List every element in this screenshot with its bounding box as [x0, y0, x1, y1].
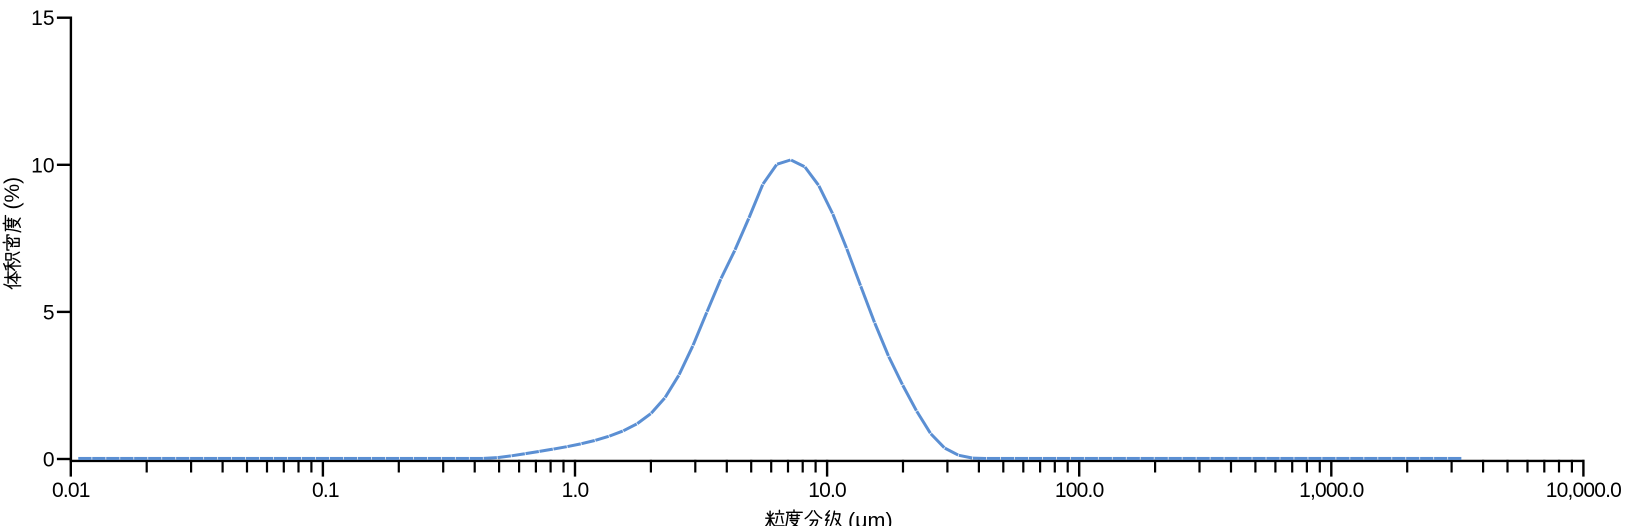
svg-text:15: 15 [31, 7, 54, 30]
svg-text:0: 0 [43, 449, 55, 472]
svg-text:1.0: 1.0 [562, 479, 589, 502]
svg-text:1,000.0: 1,000.0 [1299, 479, 1364, 502]
svg-text:10.0: 10.0 [808, 479, 846, 502]
svg-text:10,000.0: 10,000.0 [1546, 479, 1621, 502]
svg-text:0.1: 0.1 [312, 479, 339, 502]
svg-text:(%): (%) [1, 177, 24, 210]
svg-text:5: 5 [43, 301, 55, 324]
svg-text:100.0: 100.0 [1055, 479, 1104, 502]
svg-text:(μm): (μm) [848, 509, 893, 526]
svg-text:10: 10 [31, 154, 54, 177]
svg-text:0.01: 0.01 [52, 479, 90, 502]
